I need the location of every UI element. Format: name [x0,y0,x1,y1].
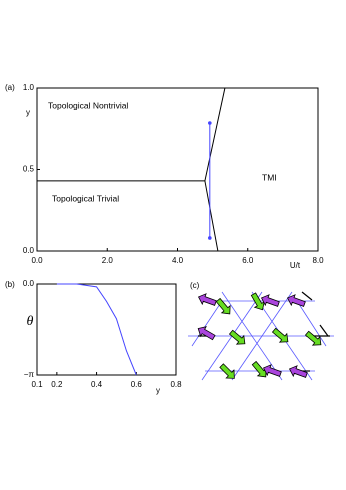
x-tick-label: 0.2 [51,380,63,389]
panel-label: (a) [5,83,15,92]
y-axis-label: y [26,108,30,117]
region-label: Topological Trivial [52,193,119,203]
x-tick-label: 0.4 [91,380,103,389]
series-line [204,87,226,252]
x-tick-label: 8.0 [312,256,324,265]
panel-label: (b) [5,280,15,289]
region-label: Topological Nontrivial [48,100,128,110]
x-tick-label: 0.0 [31,256,43,265]
kagome-diagram: (c) [188,281,334,383]
spin-arrows [195,291,325,383]
x-tick-label: 0.8 [170,380,182,389]
x-axis-label: U/t [290,261,301,270]
x-tick-label: 0.1 [31,380,43,389]
panel-label: (c) [190,281,200,290]
series-marker [208,236,212,240]
region-label: TMI [262,172,277,182]
series-line [56,283,137,376]
x-tick-label: 2.0 [102,256,114,265]
x-tick-label: 0.6 [131,380,143,389]
plot-frame [36,87,319,252]
y-tick-label: 0.0 [23,246,35,255]
y-tick-label: 0.0 [23,279,35,288]
x-axis-label: y [156,386,160,395]
y-axis-label: θ [27,314,34,329]
chart-panel: (b) θ y 0.1 0.2 0.4 0.6 0.8 0.0 −π [5,279,182,395]
y-tick-label: 1.0 [23,83,35,92]
x-tick-label: 4.0 [172,256,184,265]
y-tick-label: −π [24,370,35,379]
plot-frame [36,283,177,376]
y-tick-label: 0.5 [23,165,35,174]
series-marker [208,121,212,125]
x-tick-label: 6.0 [242,256,254,265]
chart-panel: (a) y U/t 0.0 2.0 4.0 6.0 8.0 0.0 0.5 1.0 Topologic… [5,83,324,270]
